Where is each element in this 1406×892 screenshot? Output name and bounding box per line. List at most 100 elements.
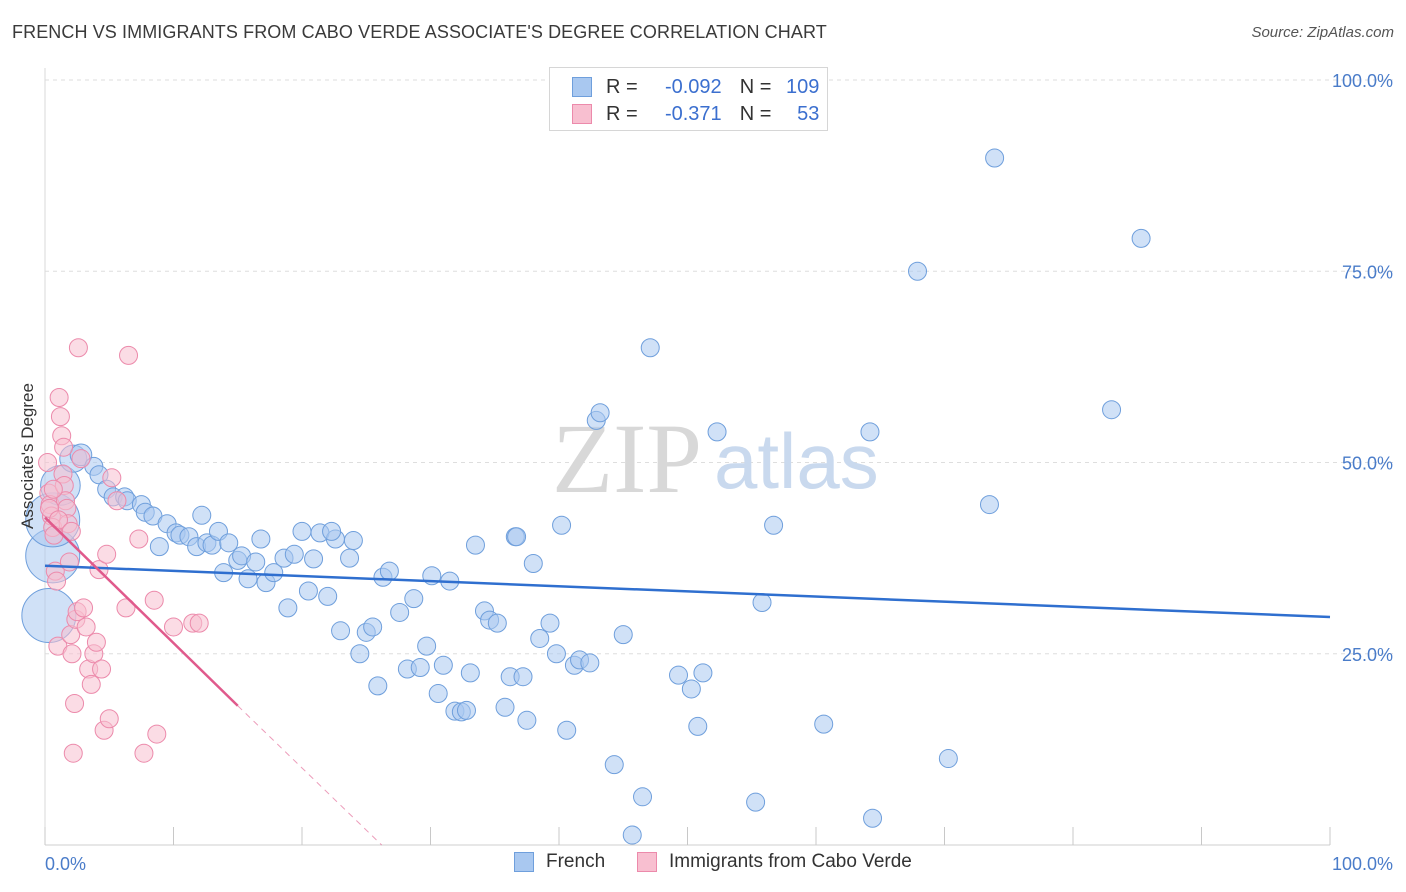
legend-n-label: N = xyxy=(739,102,772,125)
french-point xyxy=(495,697,515,717)
series-legend: French Immigrants from Cabo Verde xyxy=(0,851,1406,879)
trend-lines xyxy=(44,516,1331,846)
cabo-verde-point xyxy=(116,598,136,618)
cabo-verde-point xyxy=(164,617,183,637)
french-series xyxy=(21,148,1151,845)
french-point xyxy=(557,720,577,740)
x-tick-label-max: 100.0% xyxy=(1332,854,1393,874)
french-point xyxy=(517,710,537,730)
y-tick-label: 50.0% xyxy=(1342,454,1393,474)
cabo-verde-point xyxy=(99,709,119,729)
french-point xyxy=(428,684,448,704)
cabo-verde-point xyxy=(81,674,101,694)
french-point xyxy=(368,676,388,696)
cabo-verde-point xyxy=(189,613,209,633)
cabo-verde-trend-extension xyxy=(237,705,383,846)
french-point xyxy=(530,628,550,648)
french-point xyxy=(507,527,527,547)
cabo-verde-point xyxy=(49,387,69,407)
french-point xyxy=(814,714,834,734)
legend-r-value: -0.371 xyxy=(664,102,722,125)
cabo-verde-point xyxy=(92,659,112,679)
series-label-cabo-verde: Immigrants from Cabo Verde xyxy=(669,851,912,872)
french-point xyxy=(331,621,351,641)
french-point xyxy=(613,625,633,645)
cabo-verde-series xyxy=(38,338,209,763)
french-point xyxy=(552,515,572,535)
series-label-french: French xyxy=(546,851,606,872)
french-point xyxy=(764,515,784,535)
legend-row-french: R = -0.092 N = 109 xyxy=(572,75,819,99)
chart-title: FRENCH VS IMMIGRANTS FROM CABO VERDE ASS… xyxy=(12,22,827,42)
french-point xyxy=(604,755,624,775)
french-point xyxy=(251,529,271,549)
french-point xyxy=(219,533,239,553)
french-point xyxy=(540,613,560,633)
cabo-verde-point xyxy=(129,529,149,549)
french-point xyxy=(292,521,312,541)
french-point xyxy=(523,553,543,573)
cabo-verde-point xyxy=(54,437,74,457)
cabo-verde-point xyxy=(86,632,106,652)
series-legend-french: French xyxy=(514,851,605,873)
cabo-verde-point xyxy=(63,743,83,763)
french-point xyxy=(192,505,212,525)
french-point xyxy=(390,602,410,622)
french-point xyxy=(640,338,660,358)
french-point xyxy=(746,792,766,812)
cabo-verde-point xyxy=(107,491,127,511)
series-legend-cabo-verde: Immigrants from Cabo Verde xyxy=(637,851,912,873)
french-point xyxy=(149,537,169,557)
french-point xyxy=(633,787,653,807)
french-point xyxy=(284,544,304,564)
cabo-verde-point xyxy=(62,644,82,664)
legend-n-value: 53 xyxy=(797,102,820,125)
legend-r-value: -0.092 xyxy=(664,75,722,98)
french-point xyxy=(456,700,476,720)
french-point xyxy=(379,561,399,581)
legend-swatch-cabo-verde xyxy=(572,104,592,124)
french-point xyxy=(752,592,772,612)
source-label: Source: ZipAtlas.com xyxy=(1251,24,1394,41)
french-point xyxy=(979,495,999,515)
cabo-verde-trend-line xyxy=(44,516,239,707)
y-axis-label: Associate's Degree xyxy=(18,383,37,529)
legend-r-label: R = xyxy=(606,75,638,98)
cabo-verde-point xyxy=(71,449,91,469)
french-point xyxy=(693,663,713,683)
cabo-verde-point xyxy=(47,571,67,591)
french-point xyxy=(340,548,360,568)
french-point xyxy=(278,598,298,618)
legend-n-value: 109 xyxy=(786,75,820,98)
french-point xyxy=(417,636,437,656)
french-point xyxy=(264,563,284,583)
french-point xyxy=(908,261,928,281)
french-point xyxy=(465,535,485,555)
french-point xyxy=(404,589,424,609)
french-point xyxy=(622,825,642,845)
french-point xyxy=(707,422,727,442)
gridlines xyxy=(45,79,1395,655)
cabo-verde-point xyxy=(134,743,154,763)
french-point xyxy=(343,531,363,551)
series-swatch-cabo-verde xyxy=(637,852,657,872)
legend-n-label: N = xyxy=(739,75,772,98)
tick-labels: 25.0% 50.0% 75.0% 100.0% 0.0% 100.0% xyxy=(45,71,1393,874)
french-point xyxy=(513,667,533,687)
cabo-verde-point xyxy=(102,468,122,488)
french-point xyxy=(246,552,266,572)
legend-swatch-french xyxy=(572,77,592,97)
french-point xyxy=(304,549,324,569)
french-point xyxy=(681,679,701,699)
watermark-zip: ZIP xyxy=(552,403,702,514)
french-point xyxy=(546,644,566,664)
french-point xyxy=(410,658,430,678)
french-point xyxy=(433,655,453,675)
french-point xyxy=(688,716,708,736)
y-tick-label: 25.0% xyxy=(1342,645,1393,665)
french-point xyxy=(322,521,342,541)
french-point xyxy=(298,581,318,601)
french-point xyxy=(487,613,507,633)
cabo-verde-point xyxy=(61,521,81,541)
